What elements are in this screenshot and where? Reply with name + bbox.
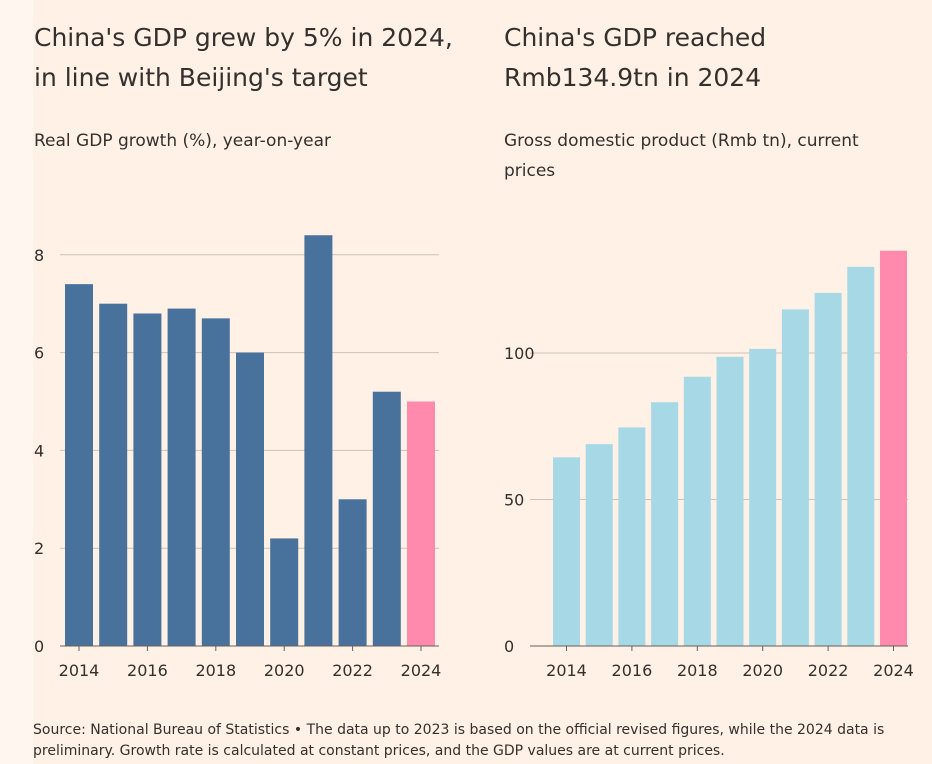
- bar-2024: [407, 401, 435, 646]
- y-tick-label: 2: [34, 539, 44, 558]
- x-tick-label: 2024: [401, 661, 442, 680]
- x-tick-label: 2014: [59, 661, 100, 680]
- x-tick-label: 2020: [264, 661, 305, 680]
- y-tick-label: 0: [504, 637, 514, 656]
- x-tick-label: 2022: [332, 661, 373, 680]
- chart-subtitle-right: Gross domestic product (Rmb tn), current…: [504, 131, 859, 181]
- bar-2021: [781, 309, 809, 646]
- bar-2023: [847, 266, 875, 646]
- bar-2022: [338, 499, 367, 646]
- bar-2016: [618, 427, 646, 646]
- y-tick-label: 50: [504, 491, 524, 510]
- chart-title-left: China's GDP grew by 5% in 2024, in line …: [34, 23, 453, 92]
- bar-2017: [167, 308, 196, 646]
- chart-title-right: China's GDP reached Rmb134.9tn in 2024: [504, 23, 767, 92]
- source-note: Source: National Bureau of Statistics • …: [33, 722, 885, 759]
- x-tick-label: 2022: [808, 661, 849, 680]
- bar-2018: [201, 318, 230, 646]
- bar-2014: [65, 284, 93, 646]
- x-tick-label: 2020: [742, 661, 783, 680]
- y-tick-label: 0: [34, 637, 44, 656]
- bar-2015: [99, 303, 128, 646]
- bar-2018: [683, 376, 711, 646]
- y-tick-label: 100: [504, 344, 535, 363]
- bar-2020: [270, 538, 299, 646]
- x-tick-label: 2018: [195, 661, 236, 680]
- bar-2019: [716, 356, 744, 646]
- x-tick-label: 2018: [677, 661, 718, 680]
- bar-2019: [236, 352, 264, 646]
- bar-2020: [749, 348, 777, 646]
- chart-subtitle-left: Real GDP growth (%), year-on-year: [34, 131, 331, 151]
- bar-2015: [585, 444, 613, 646]
- bar-2023: [372, 391, 401, 646]
- x-tick-label: 2014: [546, 661, 587, 680]
- x-tick-label: 2024: [873, 661, 914, 680]
- bar-2024: [880, 250, 907, 647]
- bar-2016: [133, 313, 162, 646]
- y-tick-label: 4: [34, 441, 44, 460]
- x-tick-label: 2016: [612, 661, 653, 680]
- y-tick-label: 8: [34, 246, 44, 265]
- bar-2022: [814, 292, 842, 646]
- bar-2017: [651, 402, 679, 646]
- bar-2021: [304, 235, 333, 647]
- bar-2014: [553, 457, 580, 646]
- x-tick-label: 2016: [127, 661, 168, 680]
- y-tick-label: 6: [34, 344, 44, 363]
